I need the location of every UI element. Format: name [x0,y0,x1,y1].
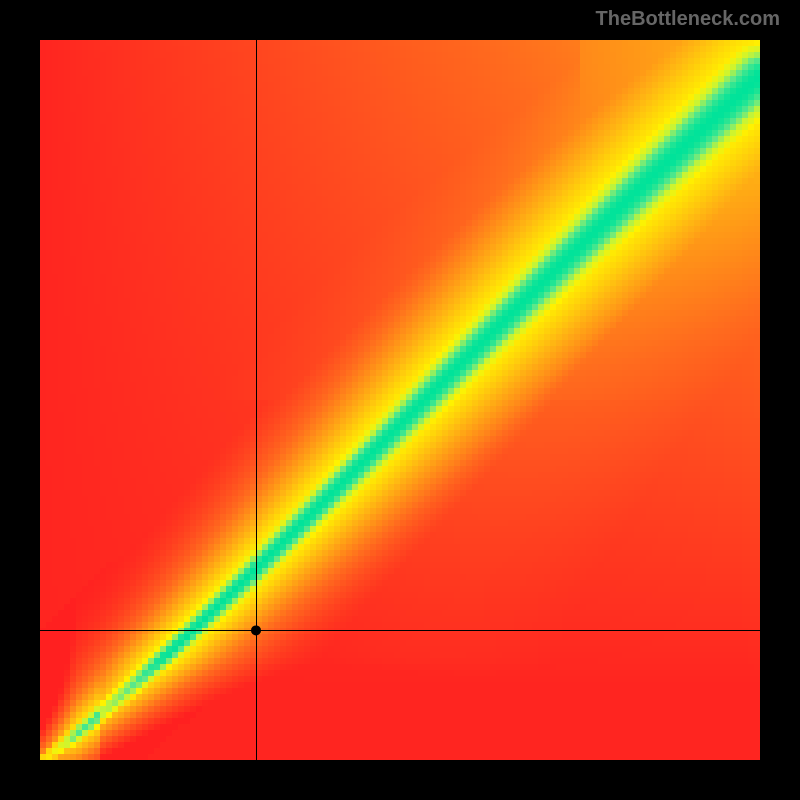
heatmap-plot [40,40,760,760]
watermark-text: TheBottleneck.com [596,8,780,31]
